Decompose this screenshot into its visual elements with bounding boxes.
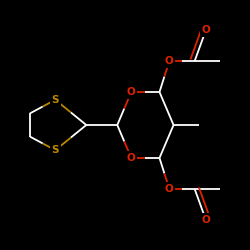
Text: O: O <box>127 87 136 97</box>
Text: O: O <box>202 215 210 225</box>
Text: O: O <box>165 184 174 194</box>
Text: O: O <box>202 25 210 35</box>
Text: S: S <box>52 95 59 105</box>
Text: S: S <box>52 145 59 155</box>
Text: O: O <box>127 153 136 163</box>
Text: O: O <box>165 56 174 66</box>
